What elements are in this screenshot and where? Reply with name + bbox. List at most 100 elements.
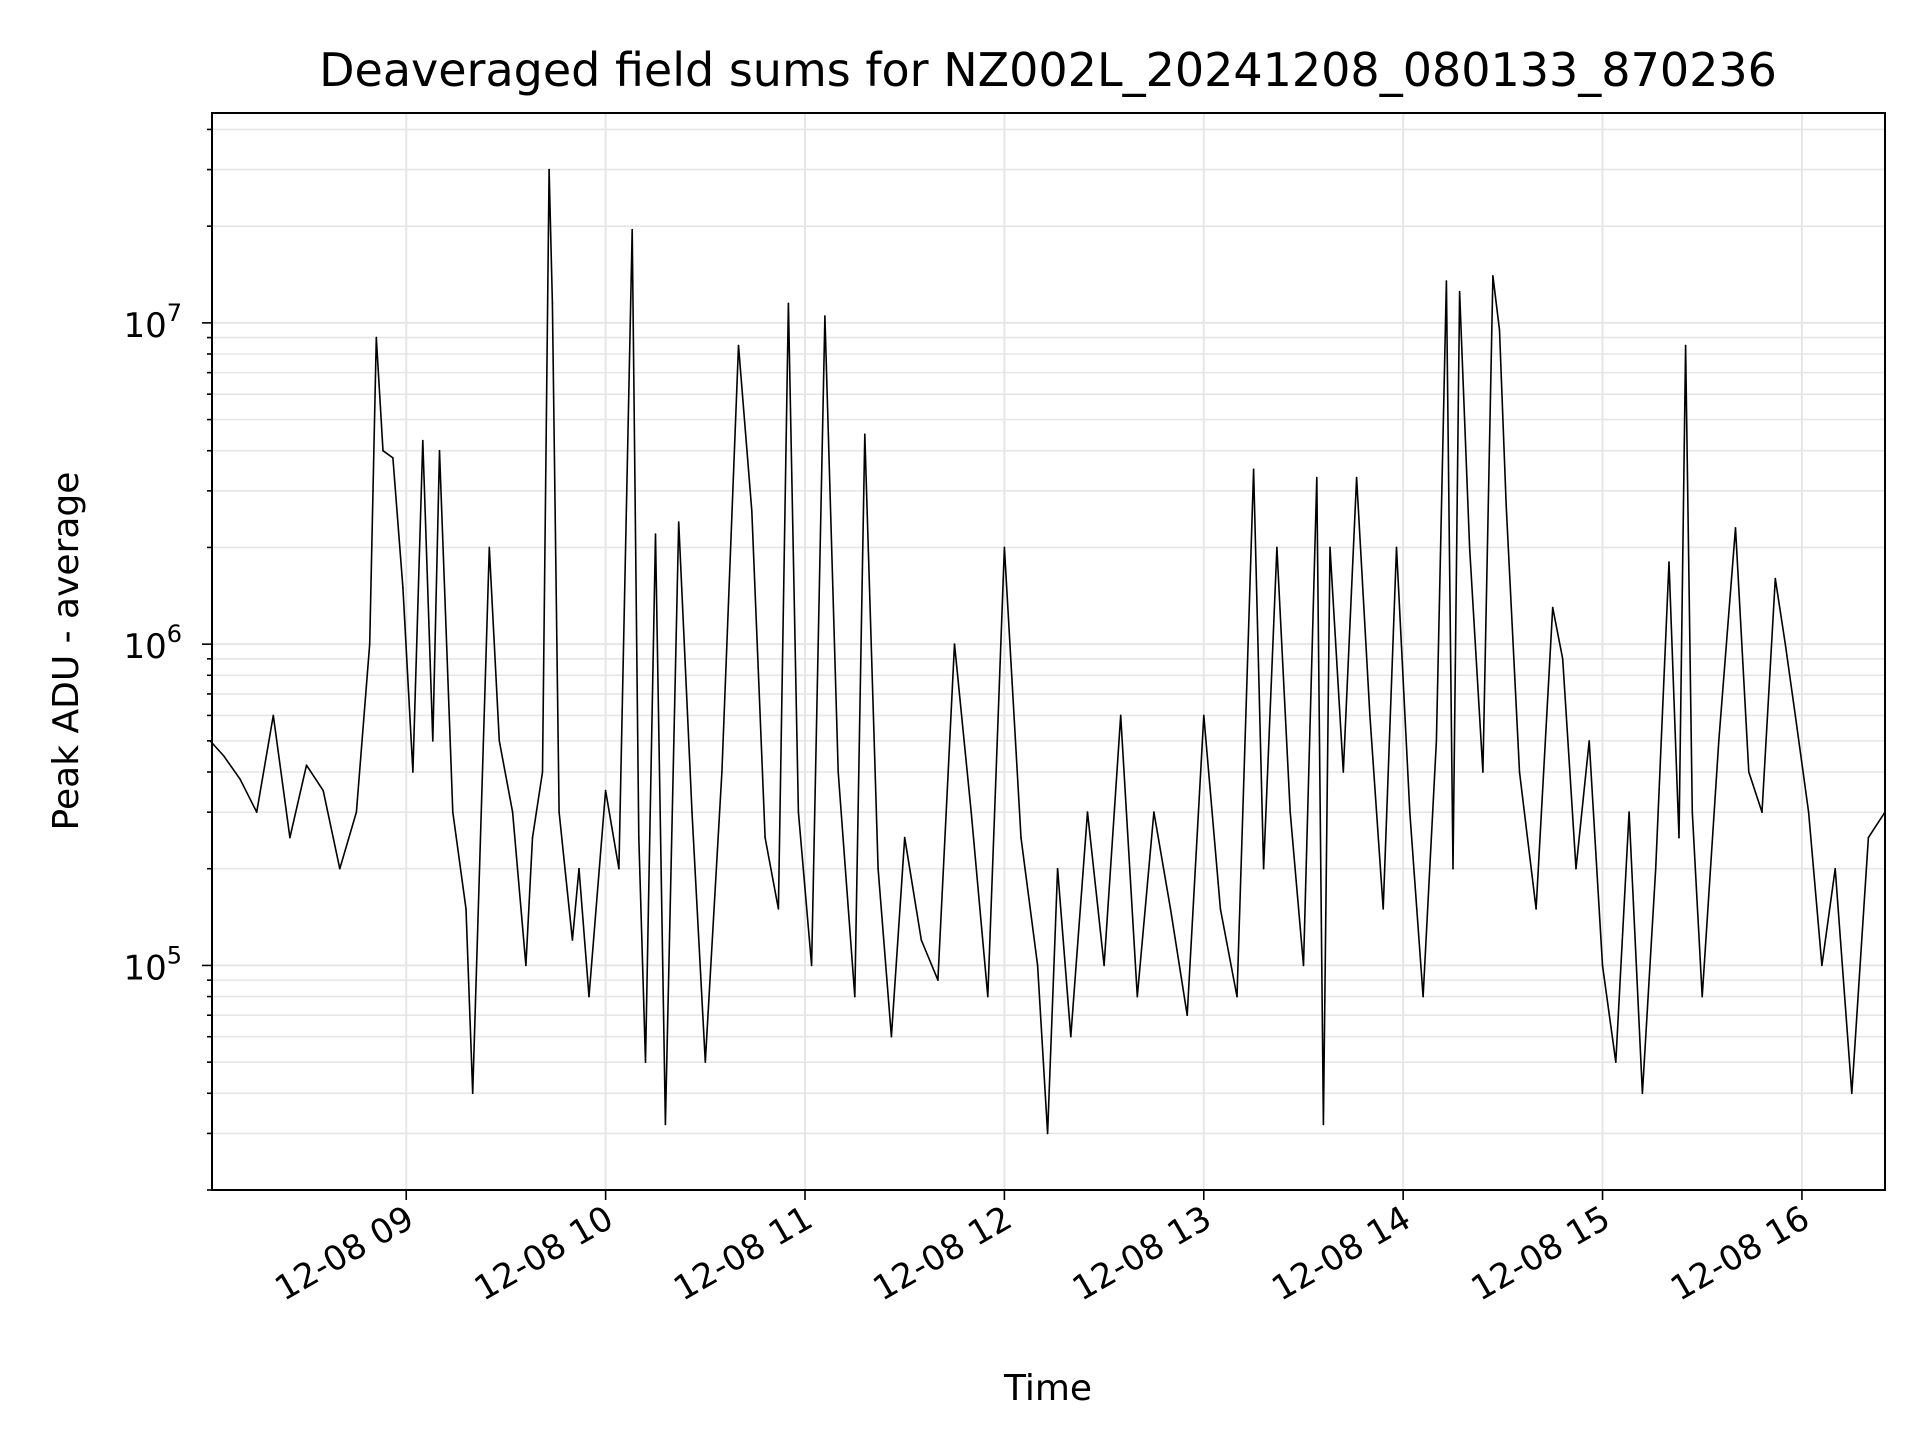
data-point xyxy=(1435,740,1438,742)
data-point xyxy=(1153,811,1155,813)
data-point xyxy=(1289,811,1291,813)
data-point xyxy=(1086,811,1089,813)
data-point xyxy=(1422,995,1424,998)
data-point xyxy=(471,1092,474,1095)
data-point xyxy=(1747,771,1750,773)
data-point xyxy=(1452,867,1454,870)
data-point xyxy=(1691,811,1694,813)
data-point xyxy=(1020,836,1022,839)
data-point xyxy=(1262,867,1265,870)
data-point xyxy=(1850,1092,1853,1095)
data-point xyxy=(810,964,813,967)
data-point xyxy=(1468,546,1471,549)
data-point xyxy=(451,811,454,813)
data-point xyxy=(511,811,514,813)
data-point xyxy=(1834,867,1836,870)
data-point xyxy=(1615,1061,1617,1063)
data-point xyxy=(438,449,441,452)
data-point xyxy=(372,490,374,492)
data-point xyxy=(638,836,640,839)
data-point xyxy=(631,228,634,231)
data-point xyxy=(1601,964,1604,967)
data-point xyxy=(1236,995,1238,998)
data-point xyxy=(691,811,693,813)
data-point xyxy=(824,315,826,317)
data-point xyxy=(1678,836,1680,839)
data-point xyxy=(1219,908,1222,910)
y-tick-exponent: 6 xyxy=(167,620,182,648)
data-point xyxy=(1445,280,1448,282)
data-point xyxy=(1561,658,1564,660)
data-point xyxy=(541,771,544,773)
data-point xyxy=(1169,908,1172,910)
data-point xyxy=(1103,964,1105,967)
data-point xyxy=(890,1035,893,1038)
data-point xyxy=(777,908,780,910)
data-point xyxy=(1070,1035,1072,1038)
data-point xyxy=(1718,740,1720,742)
data-point xyxy=(751,510,753,512)
data-point xyxy=(1575,867,1577,870)
data-point xyxy=(1395,546,1398,549)
data-point xyxy=(422,439,424,442)
data-point xyxy=(920,939,923,941)
data-point xyxy=(837,771,840,773)
data-point xyxy=(704,1061,707,1063)
data-point xyxy=(677,521,680,523)
data-point xyxy=(1684,344,1687,347)
data-point xyxy=(877,867,879,870)
data-point xyxy=(1322,1123,1325,1126)
data-point xyxy=(1641,1092,1644,1095)
data-point xyxy=(1046,1132,1049,1135)
data-point xyxy=(1821,964,1823,967)
data-point xyxy=(1535,908,1537,910)
y-tick-base: 10 xyxy=(123,306,166,346)
series-layer xyxy=(209,168,1886,1135)
data-point xyxy=(382,449,384,452)
data-point xyxy=(1492,275,1494,277)
data-point xyxy=(903,836,906,839)
data-point xyxy=(787,302,790,305)
data-point xyxy=(551,302,554,305)
data-point xyxy=(1315,476,1318,479)
y-tick-base: 10 xyxy=(123,948,166,988)
y-tick-label: 107 xyxy=(123,299,182,346)
data-point xyxy=(1628,811,1630,813)
data-point xyxy=(571,939,574,941)
data-point xyxy=(338,867,341,870)
data-point xyxy=(375,336,378,339)
data-point xyxy=(644,1061,647,1063)
y-tick-label: 105 xyxy=(123,941,182,988)
plot-frame xyxy=(211,112,1886,1191)
data-point xyxy=(525,964,527,967)
data-point xyxy=(1784,643,1787,645)
data-point xyxy=(1498,329,1501,331)
grid-lines xyxy=(212,113,1885,1191)
data-point xyxy=(412,771,414,773)
data-point xyxy=(558,811,560,813)
data-point xyxy=(1202,714,1205,717)
data-point xyxy=(1302,964,1305,967)
data-point xyxy=(548,168,550,171)
data-point xyxy=(1382,908,1385,910)
data-point xyxy=(721,771,723,773)
data-point xyxy=(588,995,590,998)
data-point xyxy=(864,433,866,436)
data-point xyxy=(1119,714,1122,717)
data-point xyxy=(322,789,324,792)
data-point xyxy=(1654,867,1657,870)
data-point xyxy=(1003,546,1006,549)
y-tick-base: 10 xyxy=(123,627,166,667)
data-point xyxy=(797,811,800,813)
data-point xyxy=(355,811,358,813)
data-series-line xyxy=(209,168,1886,1135)
data-point xyxy=(937,979,939,981)
x-axis-label: Time xyxy=(1003,1368,1092,1409)
data-point xyxy=(368,643,371,645)
data-point xyxy=(1276,546,1278,549)
data-point xyxy=(1252,468,1255,471)
data-point xyxy=(664,1123,667,1126)
data-point xyxy=(1551,606,1554,609)
